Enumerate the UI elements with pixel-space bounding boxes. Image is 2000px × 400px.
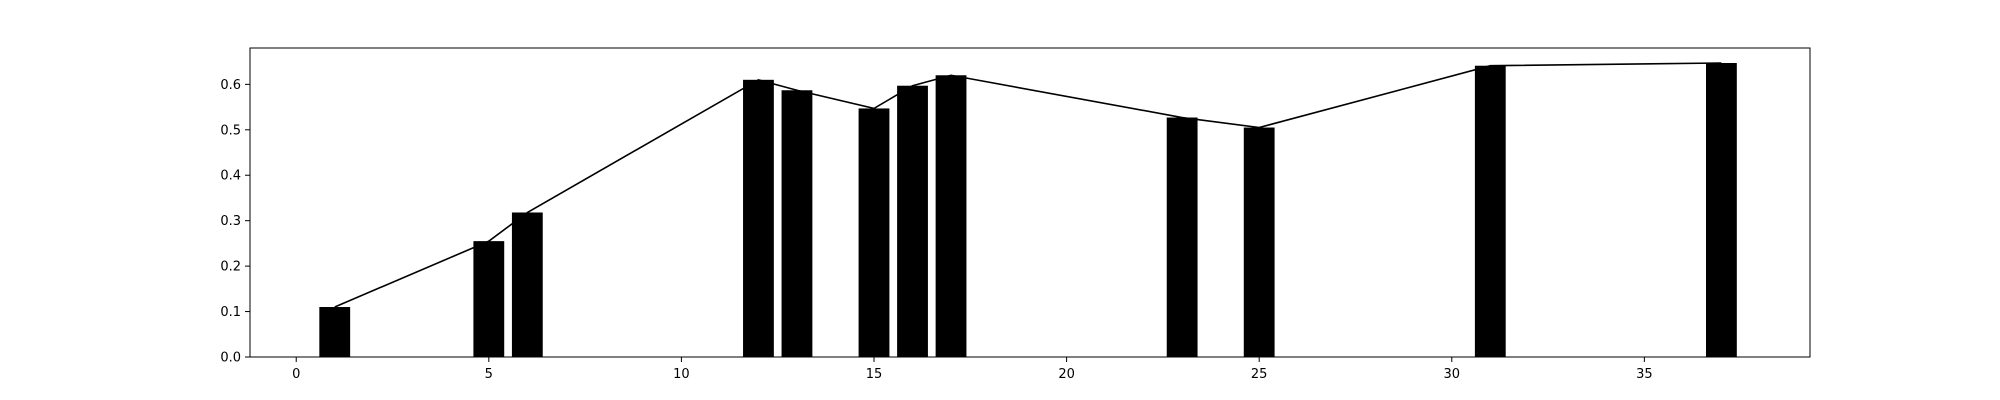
- x-tick-label: 10: [673, 367, 690, 382]
- y-axis-ticks: 0.0 0.1 0.2 0.3 0.4 0.5 0.6: [220, 78, 250, 366]
- bar: [319, 307, 351, 357]
- x-tick-label: 15: [866, 367, 883, 382]
- x-tick-label: 0: [292, 367, 300, 382]
- y-tick-label: 0.3: [220, 214, 241, 229]
- y-tick-label: 0.6: [220, 78, 241, 93]
- x-tick-label: 5: [485, 367, 493, 382]
- x-tick-label: 25: [1251, 367, 1268, 382]
- bar: [858, 108, 890, 357]
- bar: [473, 241, 505, 357]
- y-tick-label: 0.0: [220, 351, 241, 366]
- x-tick-label: 30: [1444, 367, 1461, 382]
- bar: [743, 79, 774, 357]
- y-tick-label: 0.5: [220, 123, 241, 138]
- y-tick-label: 0.4: [220, 169, 241, 184]
- x-tick-label: 35: [1636, 367, 1653, 382]
- y-tick-label: 0.2: [220, 260, 241, 275]
- y-tick-label: 0.1: [220, 305, 241, 320]
- bar: [781, 90, 813, 358]
- bar: [1243, 127, 1275, 357]
- x-axis-ticks: 0 5 10 15 20 25 30 35: [292, 357, 1653, 382]
- line-layer: [334, 62, 1722, 308]
- bars-layer: [319, 62, 1737, 358]
- plot-frame: [249, 47, 1811, 358]
- bar: [511, 212, 543, 357]
- bar: [897, 85, 928, 357]
- x-tick-label: 20: [1058, 367, 1075, 382]
- bar: [1166, 117, 1198, 358]
- series-line: [334, 62, 1722, 308]
- bar: [1706, 62, 1737, 358]
- bar: [935, 75, 967, 357]
- bar: [1474, 65, 1506, 358]
